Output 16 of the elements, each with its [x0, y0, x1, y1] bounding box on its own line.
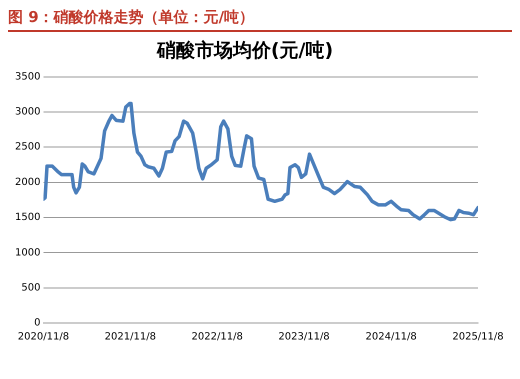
- y-tick-label: 3000: [14, 106, 40, 118]
- x-tick-label: 2020/11/8: [18, 332, 70, 343]
- x-tick-label: 2021/11/8: [104, 332, 156, 343]
- x-tick-label: 2025/11/8: [452, 332, 504, 343]
- y-tick-label: 1500: [14, 212, 40, 224]
- chart-title: 图 9：硝酸价格走势（单位：元/吨）: [8, 8, 512, 32]
- y-tick-label: 2000: [14, 176, 40, 188]
- x-tick-label: 2024/11/8: [365, 332, 417, 343]
- y-tick-label: 500: [21, 282, 40, 294]
- y-tick-label: 0: [34, 318, 40, 329]
- x-tick-label: 2022/11/8: [192, 332, 243, 343]
- y-tick-label: 2500: [14, 142, 40, 153]
- y-tick-label: 3500: [14, 71, 40, 82]
- y-tick-label: 1000: [14, 247, 40, 258]
- chart-subtitle: 硝酸市场均价(元/吨): [156, 39, 334, 62]
- x-tick-label: 2023/11/8: [278, 332, 330, 343]
